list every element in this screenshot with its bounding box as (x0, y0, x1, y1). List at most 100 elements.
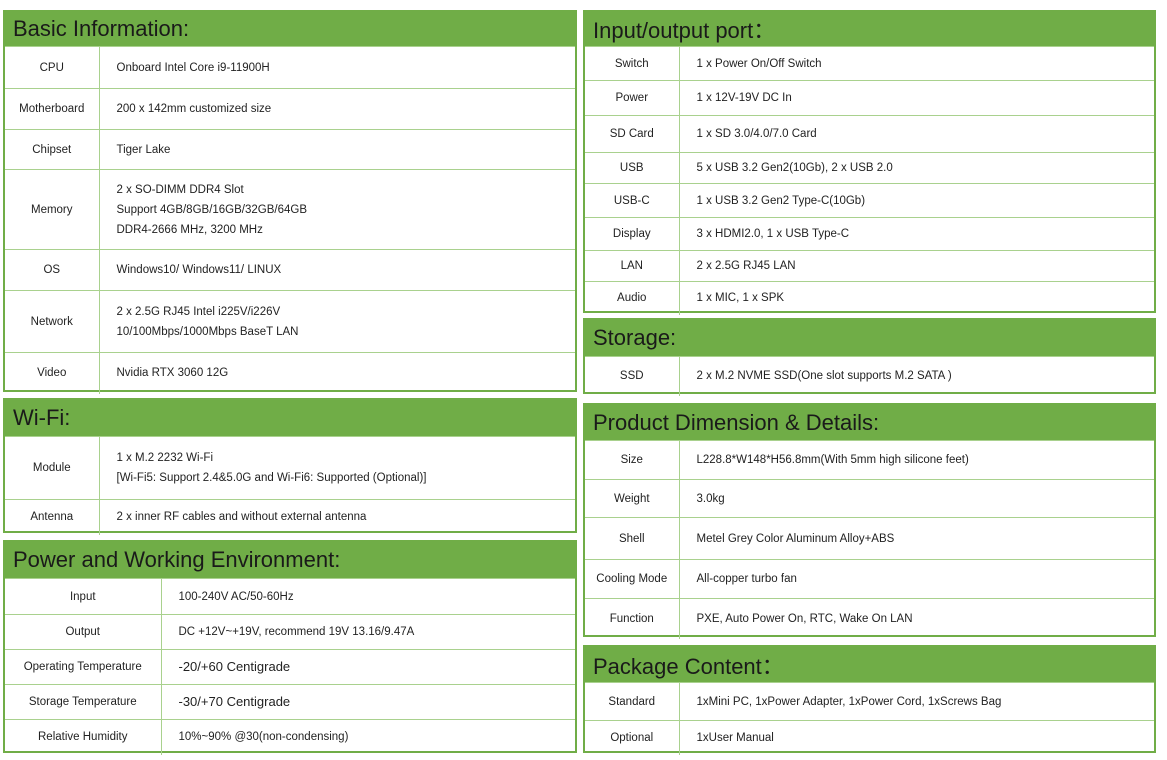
row-value: 1 x M.2 2232 Wi-Fi [Wi-Fi5: Support 2.4&5… (99, 436, 575, 500)
row-label: SSD (585, 356, 680, 396)
value-line: DC +12V~+19V, recommend 19V 13.16/9.47A (178, 626, 415, 638)
row-label: Module (5, 436, 100, 500)
row-value: Onboard Intel Core i9-11900H (99, 46, 575, 89)
value-line: PXE, Auto Power On, RTC, Wake On LAN (696, 612, 913, 625)
table-row: SD Card 1 x SD 3.0/4.0/7.0 Card (585, 115, 1154, 153)
value-line: Windows10/ Windows11/ LINUX (116, 264, 282, 276)
section-title: Storage: (585, 320, 1154, 356)
table-row: LAN 2 x 2.5G RJ45 LAN (585, 250, 1154, 282)
section-title: Wi-Fi: (5, 400, 575, 436)
row-value: 5 x USB 3.2 Gen2(10Gb), 2 x USB 2.0 (679, 152, 1154, 184)
row-label: Input (5, 578, 162, 615)
table-row: SSD 2 x M.2 NVME SSD(One slot supports M.… (585, 356, 1154, 396)
table-row: Power 1 x 12V-19V DC In (585, 80, 1154, 116)
table-row: Weight 3.0kg (585, 479, 1154, 518)
row-value: 1 x 12V-19V DC In (679, 80, 1154, 116)
section-title: Product Dimension & Details: (585, 405, 1154, 440)
value-line: 1 x USB 3.2 Gen2 Type-C(10Gb) (696, 194, 866, 207)
value-line: 100-240V AC/50-60Hz (178, 590, 294, 603)
table-row: Operating Temperature -20/+60 Centigrade (5, 649, 575, 685)
value-line: Onboard Intel Core i9-11900H (116, 61, 270, 74)
row-value: DC +12V~+19V, recommend 19V 13.16/9.47A (161, 614, 575, 650)
table-row: Memory 2 x SO-DIMM DDR4 Slot Support 4GB/8… (5, 169, 575, 250)
table-row: Motherboard 200 x 142mm customized size (5, 88, 575, 130)
row-value: 1 x Power On/Off Switch (679, 46, 1154, 81)
row-label: Display (585, 217, 680, 251)
table-row: Storage Temperature -30/+70 Centigrade (5, 684, 575, 720)
row-label: Audio (585, 281, 680, 315)
value-line: 1 x M.2 2232 Wi-Fi (116, 452, 214, 464)
row-value: 2 x inner RF cables and without external… (99, 499, 575, 535)
value-line: 1 x SD 3.0/4.0/7.0 Card (696, 128, 817, 140)
section-power: Power and Working Environment: Input 100-2… (3, 540, 577, 755)
table-row: Standard 1xMini PC, 1xPower Adapter, 1xPo… (585, 682, 1154, 721)
value-line: Metel Grey Color Aluminum Alloy+ABS (696, 532, 895, 545)
row-value: 2 x SO-DIMM DDR4 Slot Support 4GB/8GB/16G… (99, 169, 575, 250)
section-title: Input/output port： (585, 12, 1154, 46)
section-title: Power and Working Environment: (5, 542, 575, 578)
section-storage: Storage: SSD 2 x M.2 NVME SSD(One slot sup… (583, 318, 1156, 396)
table-row: Audio 1 x MIC, 1 x SPK (585, 281, 1154, 315)
table-row: Function PXE, Auto Power On, RTC, Wake On… (585, 598, 1154, 639)
row-value: 1xUser Manual (679, 720, 1154, 755)
row-value: Nvidia RTX 3060 12G (99, 352, 575, 394)
row-label: Shell (585, 517, 680, 560)
value-line: 2 x M.2 NVME SSD(One slot supports M.2 S… (696, 370, 952, 383)
value-line: 2 x 2.5G RJ45 Intel i225V/i226V (116, 305, 281, 318)
row-value: 2 x 2.5G RJ45 LAN (679, 250, 1154, 282)
table-row: Output DC +12V~+19V, recommend 19V 13.16/… (5, 614, 575, 650)
row-value: 1xMini PC, 1xPower Adapter, 1xPower Cord… (679, 682, 1154, 721)
table-row: Network 2 x 2.5G RJ45 Intel i225V/i226V 10… (5, 290, 575, 353)
value-line: DDR4-2666 MHz, 3200 MHz (116, 223, 263, 236)
table-row: Video Nvidia RTX 3060 12G (5, 352, 575, 394)
row-value: 2 x M.2 NVME SSD(One slot supports M.2 S… (679, 356, 1154, 396)
row-label: Output (5, 614, 162, 650)
section-product: Product Dimension & Details: Size L228.8*W… (583, 403, 1156, 639)
value-line: 10%~90% @30(non-condensing) (178, 731, 349, 744)
table-row: Antenna 2 x inner RF cables and without e… (5, 499, 575, 535)
row-label: OS (5, 249, 100, 291)
row-label: Relative Humidity (5, 719, 162, 755)
value-line: Nvidia RTX 3060 12G (116, 367, 229, 380)
row-value: Tiger Lake (99, 129, 575, 170)
row-label: Optional (585, 720, 680, 755)
table-row: Relative Humidity 10%~90% @30(non-condens… (5, 719, 575, 755)
value-line: 1 x Power On/Off Switch (696, 57, 822, 70)
row-value: -20/+60 Centigrade (161, 649, 575, 685)
row-value: 1 x USB 3.2 Gen2 Type-C(10Gb) (679, 183, 1154, 218)
value-line: [Wi-Fi5: Support 2.4&5.0G and Wi-Fi6: Su… (116, 472, 427, 484)
table-row: Shell Metel Grey Color Aluminum Alloy+ABS (585, 517, 1154, 560)
table-row: Cooling Mode All-copper turbo fan (585, 559, 1154, 599)
row-value: Windows10/ Windows11/ LINUX (99, 249, 575, 291)
row-value: 1 x SD 3.0/4.0/7.0 Card (679, 115, 1154, 153)
value-line: 1 x 12V-19V DC In (696, 92, 792, 104)
row-value: PXE, Auto Power On, RTC, Wake On LAN (679, 598, 1154, 639)
section-title: Basic Information: (5, 12, 575, 46)
row-label: Operating Temperature (5, 649, 162, 685)
value-line: 1xUser Manual (696, 731, 774, 744)
value-line: 5 x USB 3.2 Gen2(10Gb), 2 x USB 2.0 (696, 162, 893, 174)
value-line: 3 x HDMI2.0, 1 x USB Type-C (696, 228, 850, 240)
table-row: Input 100-240V AC/50-60Hz (5, 578, 575, 615)
row-value: 3.0kg (679, 479, 1154, 518)
table-row: Size L228.8*W148*H56.8mm(With 5mm high si… (585, 440, 1154, 480)
value-line: Tiger Lake (116, 143, 171, 156)
row-label: Size (585, 440, 680, 480)
section-title: Package Content： (585, 647, 1154, 682)
row-label: Standard (585, 682, 680, 721)
row-value: 100-240V AC/50-60Hz (161, 578, 575, 615)
value-line: -30/+70 Centigrade (178, 694, 291, 709)
value-line: L228.8*W148*H56.8mm(With 5mm high silico… (696, 454, 969, 466)
value-line: 10/100Mbps/1000Mbps BaseT LAN (116, 325, 299, 338)
row-value: -30/+70 Centigrade (161, 684, 575, 720)
value-line: 200 x 142mm customized size (116, 103, 272, 115)
section-package: Package Content： Standard 1xMini PC, 1xPow… (583, 645, 1156, 755)
row-label: Storage Temperature (5, 684, 162, 720)
row-label: Weight (585, 479, 680, 518)
table-row: Module 1 x M.2 2232 Wi-Fi [Wi-Fi5: Support… (5, 436, 575, 500)
table-row: Switch 1 x Power On/Off Switch (585, 46, 1154, 81)
row-value: 200 x 142mm customized size (99, 88, 575, 130)
table-row: Chipset Tiger Lake (5, 129, 575, 170)
section-basic: Basic Information: CPU Onboard Intel Core … (3, 10, 577, 394)
value-line: 1xMini PC, 1xPower Adapter, 1xPower Cord… (696, 695, 1002, 708)
